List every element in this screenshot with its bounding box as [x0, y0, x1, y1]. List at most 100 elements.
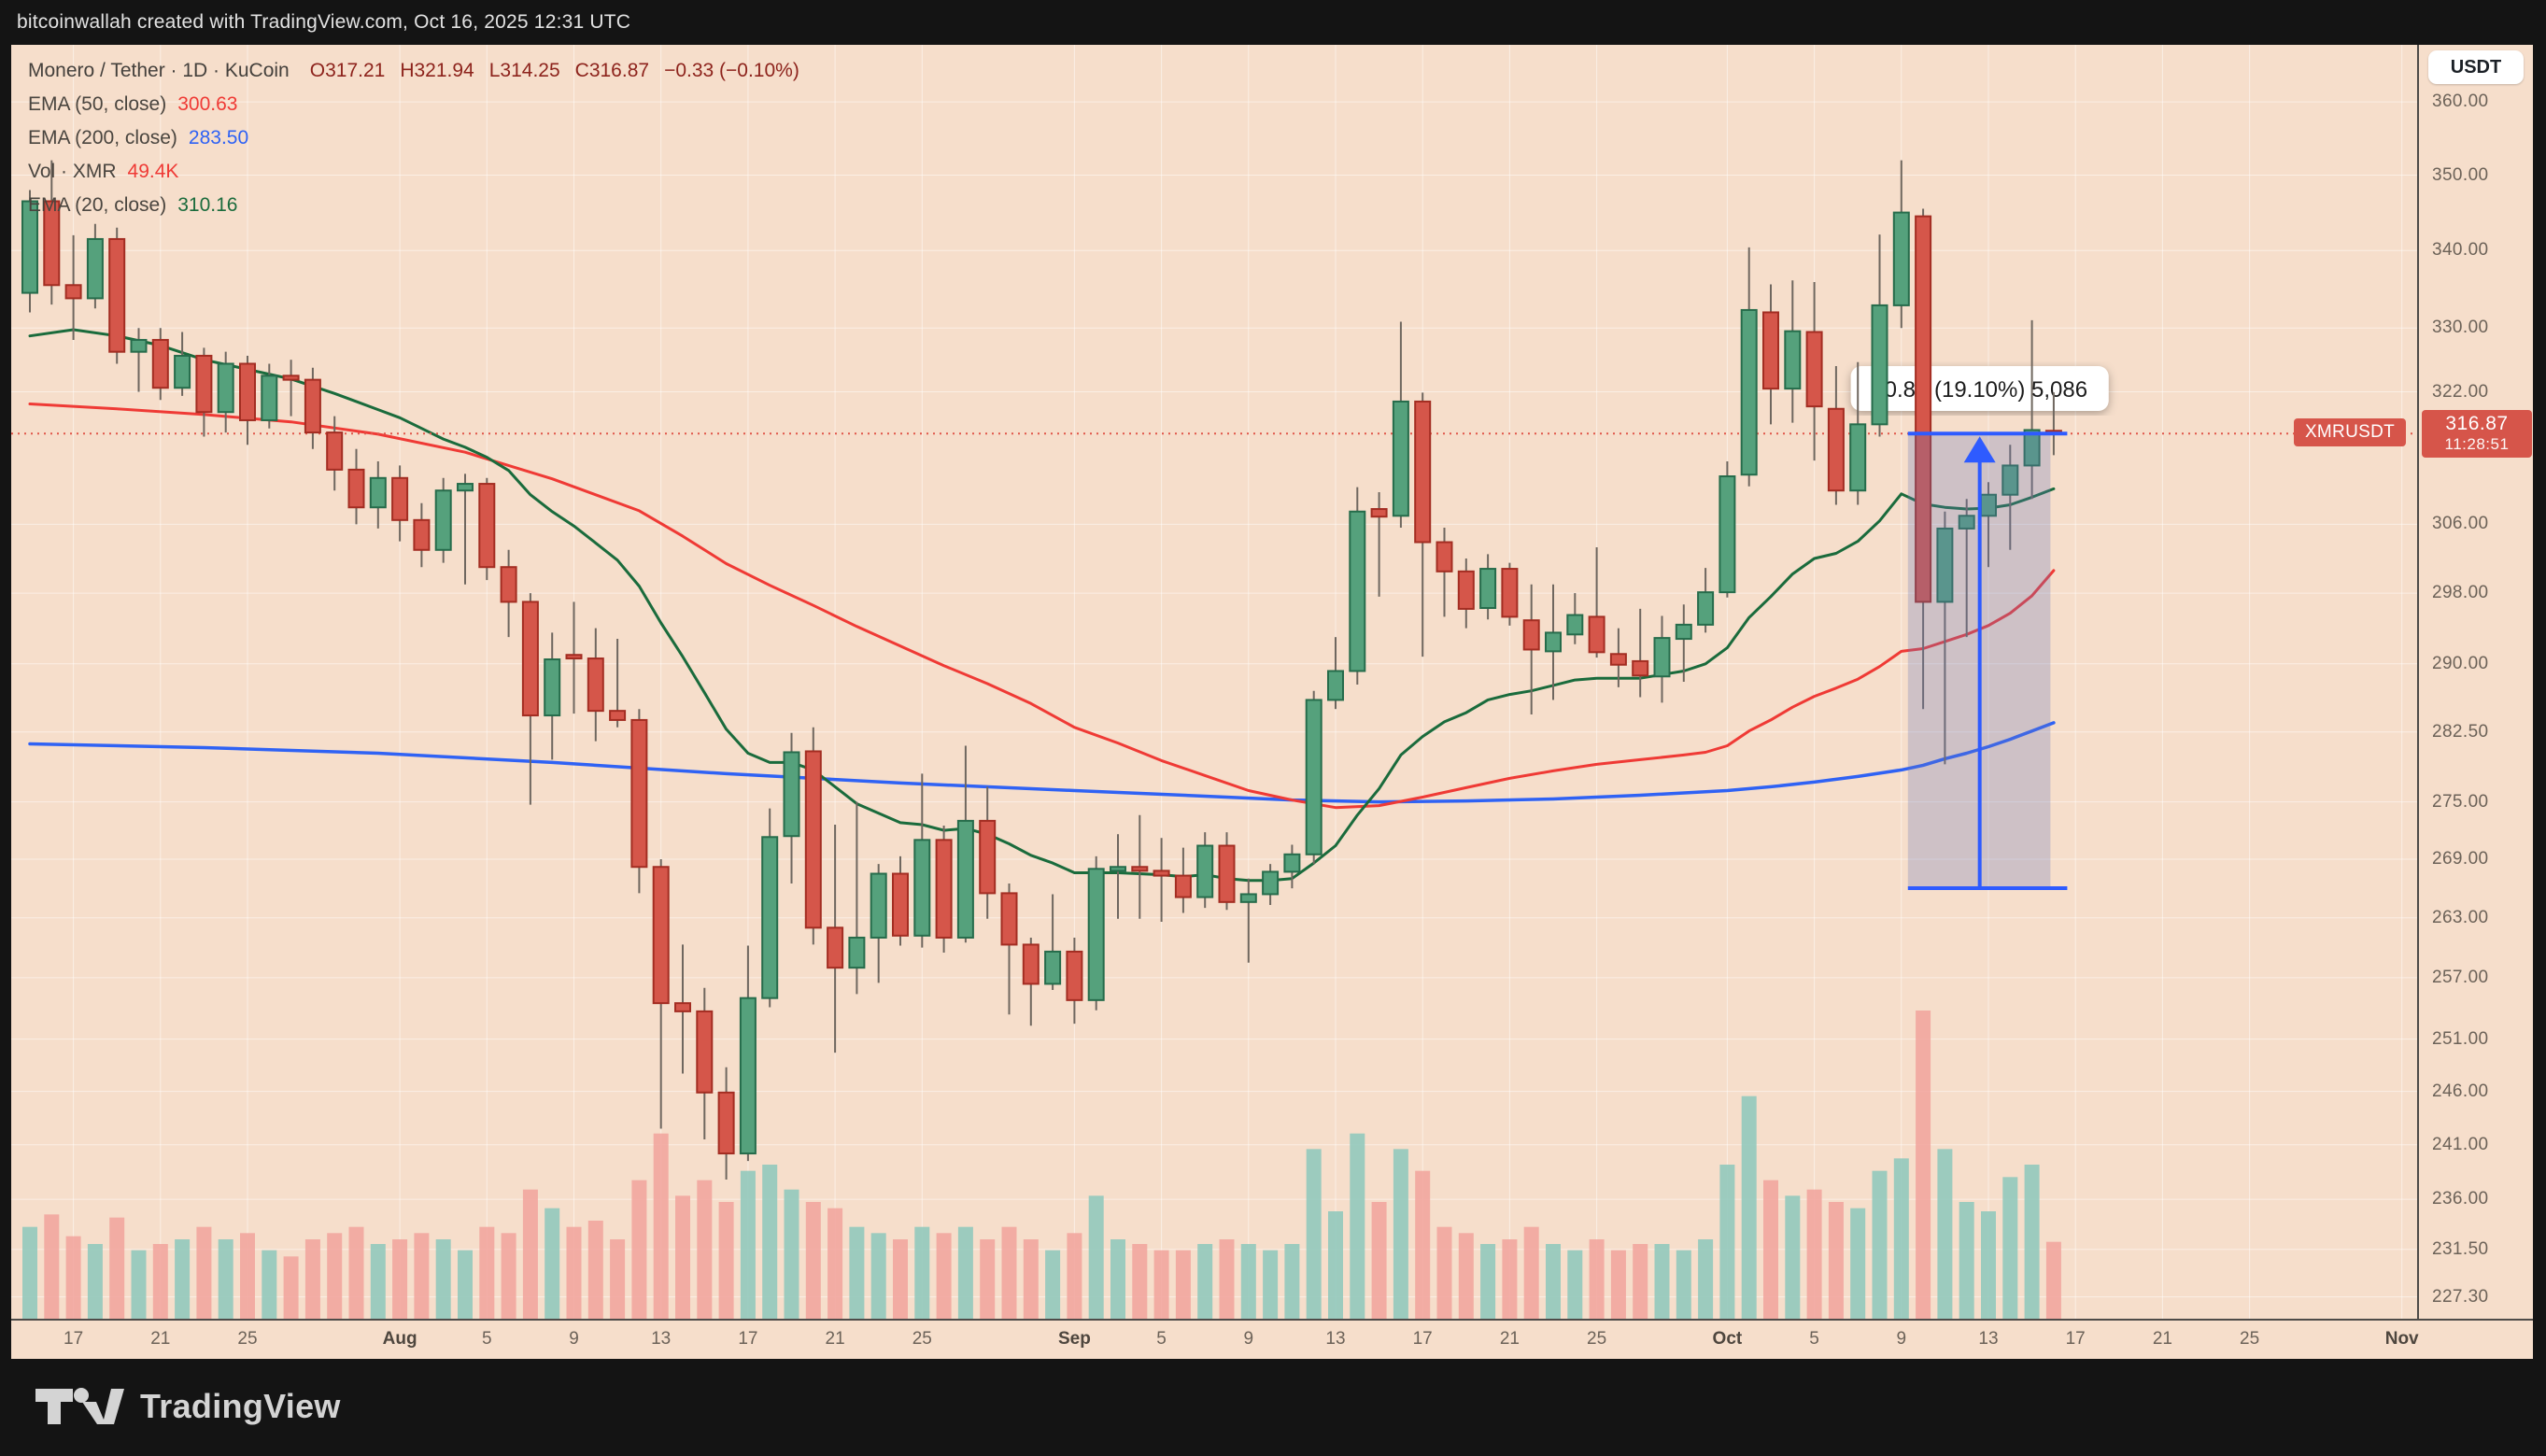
volume-bar	[240, 1233, 255, 1319]
volume-bar	[479, 1226, 495, 1319]
volume-bar	[283, 1256, 299, 1319]
ohlc-close: C316.87	[574, 60, 650, 81]
volume-bar	[65, 1236, 81, 1319]
time-tick-label: 13	[1325, 1329, 1346, 1349]
volume-bar	[740, 1170, 756, 1319]
attribution-text: bitcoinwallah created with TradingView.c…	[17, 11, 631, 33]
volume-bar	[1480, 1244, 1496, 1319]
legend-indicator-row[interactable]: Vol · XMR 49.4K	[28, 155, 814, 189]
volume-bar	[2002, 1177, 2018, 1319]
volume-bar	[1023, 1239, 1039, 1319]
price-tick-label: 227.30	[2432, 1286, 2489, 1307]
volume-bar	[1654, 1244, 1670, 1319]
candle-body	[1131, 866, 1149, 872]
candle-body	[696, 1010, 714, 1094]
indicator-value: 300.63	[177, 93, 238, 115]
volume-bar	[870, 1233, 886, 1319]
volume-bar	[1676, 1250, 1691, 1319]
price-axis[interactable]: USDT 316.87 11:28:51 360.00 350.00 340.00 3…	[2417, 45, 2535, 1319]
chart-canvas[interactable]: 50.86 (19.10%) 5,086	[11, 45, 2417, 1319]
volume-bar	[87, 1244, 103, 1319]
volume-bar	[1763, 1180, 1778, 1319]
volume-bar	[501, 1233, 516, 1319]
price-tick-label: 275.00	[2432, 791, 2489, 812]
volume-bar	[1263, 1250, 1279, 1319]
volume-bar	[458, 1250, 473, 1319]
time-tick-month-label: Aug	[382, 1329, 417, 1349]
volume-bar	[936, 1233, 952, 1319]
bar-countdown: 11:28:51	[2444, 435, 2510, 454]
volume-bar	[980, 1239, 996, 1319]
volume-bar	[1306, 1149, 1322, 1319]
candle-body	[434, 489, 452, 551]
time-tick-label: 13	[1978, 1329, 1999, 1349]
time-tick-month-label: Oct	[1712, 1329, 1743, 1349]
currency-button[interactable]: USDT	[2428, 50, 2524, 84]
candle-body	[1196, 844, 1214, 898]
legend-indicator-row[interactable]: EMA (200, close) 283.50	[28, 121, 814, 155]
volume-bar	[522, 1189, 538, 1319]
candle-body	[1740, 308, 1758, 476]
ohlc-high: H321.94	[400, 60, 474, 81]
indicator-label: EMA (200, close)	[28, 127, 177, 148]
legend-indicator-row[interactable]: EMA (20, close) 310.16	[28, 189, 814, 222]
volume-bar	[1001, 1226, 1017, 1319]
time-axis[interactable]: 17 21 25 Aug 5 9 13 17 21 25 Sep 5 9 13 17 21 25 Oct 5 9 13 1…	[11, 1319, 2533, 1361]
time-tick-label: 13	[651, 1329, 672, 1349]
price-tick-label: 290.00	[2432, 653, 2489, 673]
volume-bar	[175, 1239, 191, 1319]
legend: Monero / Tether · 1D · KuCoin O317.21 H32…	[28, 54, 814, 222]
price-tick-label: 298.00	[2432, 583, 2489, 603]
price-tick-label: 246.00	[2432, 1081, 2489, 1101]
candle-body	[1479, 568, 1497, 609]
candle-body	[1697, 591, 1715, 626]
volume-bar	[1197, 1244, 1213, 1319]
candle-body	[1762, 311, 1779, 390]
ohlc-readout: O317.21 H321.94 L314.25 C316.87 −0.33 (−0.10…	[310, 60, 814, 82]
measure-tooltip-text: 50.86 (19.10%) 5,086	[1872, 377, 2087, 403]
candle-body	[565, 654, 583, 660]
time-tick-label: 5	[1809, 1329, 1819, 1349]
time-tick-label: 5	[1156, 1329, 1167, 1349]
candle-body	[674, 1002, 691, 1012]
volume-bar	[1502, 1239, 1518, 1319]
price-tick-label: 360.00	[2432, 92, 2489, 112]
candle-body	[1653, 637, 1671, 678]
volume-bar	[1741, 1096, 1757, 1319]
candle-body	[1719, 475, 1736, 594]
volume-bar	[1546, 1244, 1561, 1319]
candle-body	[717, 1091, 735, 1155]
last-price-value: 316.87	[2445, 413, 2509, 435]
candle-body	[1457, 570, 1475, 610]
legend-indicator-row[interactable]: EMA (50, close) 300.63	[28, 88, 814, 121]
volume-bar	[1240, 1244, 1256, 1319]
volume-bar	[327, 1233, 343, 1319]
candle-body	[761, 836, 779, 999]
volume-bar	[109, 1217, 125, 1319]
candle-body	[652, 866, 670, 1005]
indicator-value: 283.50	[188, 127, 249, 148]
time-tick-label: 25	[912, 1329, 932, 1349]
volume-bar	[392, 1239, 408, 1319]
ohlc-change: −0.33 (−0.10%)	[664, 60, 799, 81]
volume-bar	[762, 1165, 778, 1319]
volume-bar	[1350, 1133, 1365, 1319]
candle-body	[979, 819, 997, 895]
time-tick-label: 9	[1243, 1329, 1254, 1349]
tradingview-logo[interactable]: TradingView	[34, 1383, 341, 1430]
time-tick-label: 17	[1412, 1329, 1433, 1349]
candle-body	[1522, 619, 1540, 651]
volume-bar	[44, 1214, 60, 1319]
volume-bar	[1132, 1244, 1148, 1319]
legend-symbol-row[interactable]: Monero / Tether · 1D · KuCoin O317.21 H32…	[28, 54, 814, 88]
volume-bar	[914, 1226, 930, 1319]
price-tick-label: 269.00	[2432, 848, 2489, 869]
footer-bar: TradingView	[0, 1359, 2546, 1456]
time-tick-label: 9	[569, 1329, 579, 1349]
candle-body	[1392, 400, 1409, 517]
candle-body	[500, 566, 517, 603]
volume-bar	[131, 1250, 147, 1319]
tradingview-wordmark: TradingView	[140, 1387, 341, 1425]
volume-bar	[348, 1226, 364, 1319]
volume-bar	[653, 1133, 669, 1319]
